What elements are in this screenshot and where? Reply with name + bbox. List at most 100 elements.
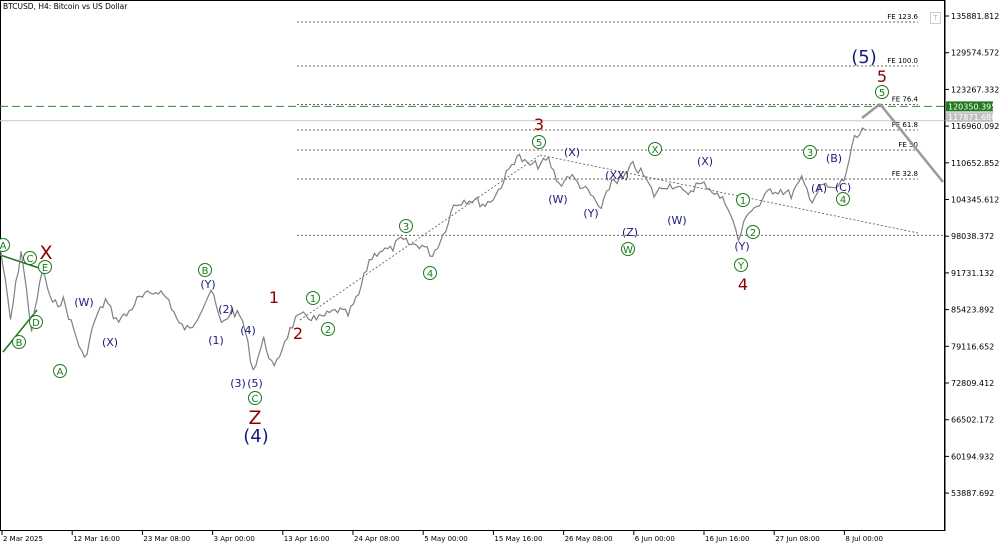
x-tick-label: 15 May 16:00 [494,535,542,543]
wave-label-circle [306,291,320,305]
wave-label-circle [836,192,850,206]
wave-label-intermediate: (1) [208,334,224,347]
wave-label-intermediate: (W) [74,296,93,309]
wave-label-circle [746,225,760,239]
y-tick-label: 91731.132 [951,269,994,278]
y-tick-label: 85423.892 [951,306,994,315]
wave-label-circle [198,263,212,277]
wave-label-intermediate: (Z) [622,226,638,239]
wave-label-minor: 3 [403,222,409,233]
x-tick-label: 5 May 00:00 [424,535,468,543]
wave-label-circle [736,193,750,207]
wave-label-circle [803,145,817,159]
wave-label-minor: D [32,318,40,329]
wave-label-circle [734,258,748,272]
fib-level-label: FE 76.4 [892,95,919,103]
wave-label-intermediate: (5) [851,47,877,68]
wave-label-intermediate: (X) [102,336,118,349]
wave-label-minor: 1 [310,294,316,305]
wave-label-circle [648,142,662,156]
wave-label-minor: E [42,263,48,274]
wave-label-intermediate: (B) [826,152,842,165]
wave-label-intermediate: (X) [697,155,713,168]
wave-label-minor: 4 [840,195,846,206]
bid-price-tag [946,101,993,112]
wave-label-minor: 2 [750,228,756,239]
x-tick-label: 13 Apr 16:00 [284,535,330,543]
wave-label-minor: C [27,254,34,265]
y-tick-label: 129574.572 [951,49,999,58]
wave-label-primary: 1 [269,288,279,307]
wave-label-circle [38,260,52,274]
chart-title: BTCUSD, H4: Bitcoin vs US Dollar [3,2,128,11]
y-tick-label: 104345.612 [951,196,999,205]
trend-line [879,103,944,183]
y-tick-label: 72809.412 [951,379,994,388]
chart-frame [0,0,945,531]
wave-label-intermediate: (W) [548,193,567,206]
wave-label-minor: 5 [879,88,885,99]
last-price-tag [946,112,993,122]
bid-price-label: 120350.395 [948,102,996,111]
x-tick-label: 27 Jun 08:00 [775,535,819,543]
wave-label-circle [12,335,26,349]
wave-label-intermediate: (Y) [583,207,598,220]
wave-label-primary: 3 [534,115,544,134]
wave-label-circle [399,219,413,233]
wave-label-minor: Y [737,261,745,272]
wave-label-minor: C [252,394,259,405]
fib-level-label: FE 100.0 [887,57,918,65]
wave-label-circle [321,322,335,336]
wave-label-circle [23,251,37,265]
wave-label-circle [29,315,43,329]
trade-button[interactable]: T [930,12,941,24]
fib-level-label: FE 61.8 [892,121,918,129]
wave-label-circle [0,238,10,252]
y-tick-label: 98038.372 [951,232,994,241]
wave-label-minor: 4 [427,269,433,280]
x-tick-label: 26 May 08:00 [565,535,613,543]
wave-label-circle [621,242,635,256]
y-tick-label: 60194.932 [951,452,994,461]
x-tick-label: 23 Mar 08:00 [143,535,190,543]
fib-level-label: FE 50 [898,141,918,149]
fib-level-label: FE 32.8 [892,170,918,178]
y-tick-label: 123267.332 [951,85,999,94]
y-tick-label: 110652.852 [951,159,999,168]
y-tick-label: 135881.812 [951,12,999,21]
wave-label-minor: 2 [325,325,331,336]
wave-label-intermediate: (4) [243,426,269,447]
wave-label-minor: W [623,245,633,256]
wave-label-intermediate: (4) [240,324,256,337]
wave-label-intermediate: (2) [218,303,234,316]
last-price-label: 117871.680 [948,113,996,122]
wave-label-primary: 5 [877,67,887,86]
trend-line [299,154,541,321]
wave-label-circle [248,391,262,405]
wave-label-minor: B [202,266,209,277]
wave-label-minor: A [57,367,64,378]
wave-label-intermediate: (5) [247,377,263,390]
trend-line [861,103,881,119]
wave-label-minor: B [16,338,23,349]
wave-label-intermediate: (X) [564,146,580,159]
trend-line [539,154,919,234]
x-tick-label: 2 Mar 2025 [3,535,43,543]
wave-label-circle [423,266,437,280]
x-tick-label: 24 Apr 08:00 [354,535,400,543]
x-tick-label: 16 Jun 16:00 [705,535,749,543]
wave-label-minor: 1 [740,196,746,207]
price-line [0,127,866,371]
wave-label-circle [875,85,889,99]
wave-label-primary: X [39,242,52,264]
wave-label-circle [53,364,67,378]
wave-label-minor: 5 [536,138,542,149]
wave-label-intermediate: (A) [811,182,827,195]
wave-label-primary: Z [248,407,261,429]
x-tick-label: 3 Apr 00:00 [214,535,255,543]
y-tick-label: 79116.652 [951,342,994,351]
wave-label-primary: 4 [738,275,748,294]
wave-label-minor: A [0,241,7,252]
wave-label-intermediate: (XX) [605,169,629,182]
